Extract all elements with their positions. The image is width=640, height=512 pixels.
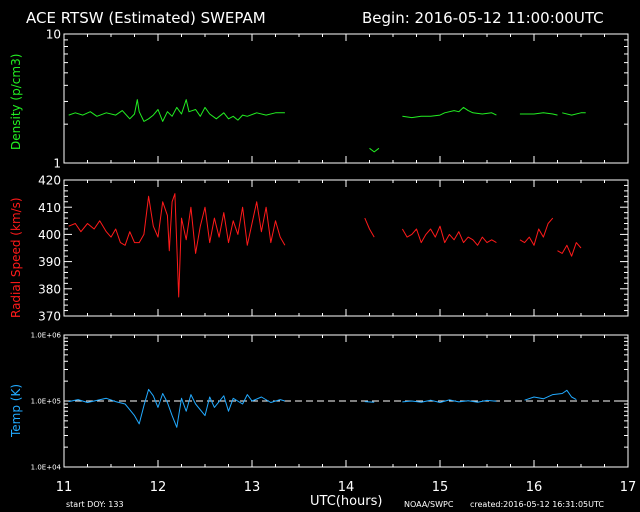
y-tick-label: 370 bbox=[38, 310, 61, 324]
speed-series-segment-1 bbox=[364, 217, 375, 238]
y-tick-label: 1.0E+06 bbox=[31, 332, 62, 340]
x-tick-label: 14 bbox=[338, 480, 355, 495]
density-series-segment-2 bbox=[402, 106, 497, 119]
x-tick-label: 12 bbox=[150, 480, 167, 495]
created-timestamp: created:2016-05-12 16:31:05UTC bbox=[470, 500, 604, 509]
start-doy: start DOY: 133 bbox=[66, 500, 124, 509]
density-series-segment-1 bbox=[369, 147, 380, 153]
y-tick-label: 1.0E+05 bbox=[31, 398, 61, 406]
y-tick-label: 10 bbox=[46, 28, 61, 42]
speed-ticks: 420 410 400 390 380 370 bbox=[38, 174, 628, 324]
density-ylabel: Density (p/cm3) bbox=[9, 54, 23, 150]
y-tick-label: 1.0E+04 bbox=[31, 464, 62, 472]
x-axis-ticks: 11 12 13 14 15 16 17 bbox=[56, 34, 637, 495]
speed-series-segment-3 bbox=[519, 217, 554, 246]
speed-series-segment-4 bbox=[557, 242, 582, 257]
temp-series-segment-0 bbox=[68, 388, 286, 428]
x-tick-label: 15 bbox=[432, 480, 449, 495]
y-tick-label: 380 bbox=[38, 282, 61, 296]
x-tick-label: 13 bbox=[244, 480, 261, 495]
agency-label: NOAA/SWPC bbox=[404, 500, 454, 509]
speed-series-segment-2 bbox=[401, 225, 497, 246]
x-tick-label: 17 bbox=[620, 480, 637, 495]
y-tick-label: 390 bbox=[38, 255, 61, 269]
density-series-segment-4 bbox=[562, 112, 586, 116]
density-series-segment-0 bbox=[68, 99, 285, 122]
y-tick-label: 400 bbox=[38, 228, 61, 242]
y-tick-label: 1 bbox=[53, 157, 61, 171]
series-layer bbox=[68, 99, 586, 428]
speed-series-segment-0 bbox=[68, 193, 286, 298]
x-tick-label: 11 bbox=[56, 480, 73, 495]
x-axis-label: UTC(hours) bbox=[310, 494, 382, 509]
y-tick-label: 420 bbox=[38, 174, 61, 188]
density-series-segment-3 bbox=[519, 112, 558, 116]
begin-time: Begin: 2016-05-12 11:00:00UTC bbox=[362, 9, 604, 27]
chart-title: ACE RTSW (Estimated) SWEPAM bbox=[26, 9, 266, 27]
density-ticks: 10 1 bbox=[46, 28, 628, 171]
temp-series-segment-3 bbox=[524, 389, 577, 401]
temp-ylabel: Temp (K) bbox=[9, 384, 23, 438]
y-tick-label: 410 bbox=[38, 201, 61, 215]
temp-series-segment-1 bbox=[364, 401, 375, 403]
speed-ylabel: Radial Speed (km/s) bbox=[9, 197, 23, 318]
temp-ticks: 1.0E+06 1.0E+05 1.0E+04 bbox=[31, 332, 628, 472]
x-tick-label: 16 bbox=[526, 480, 543, 495]
temp-series-segment-2 bbox=[402, 399, 497, 403]
